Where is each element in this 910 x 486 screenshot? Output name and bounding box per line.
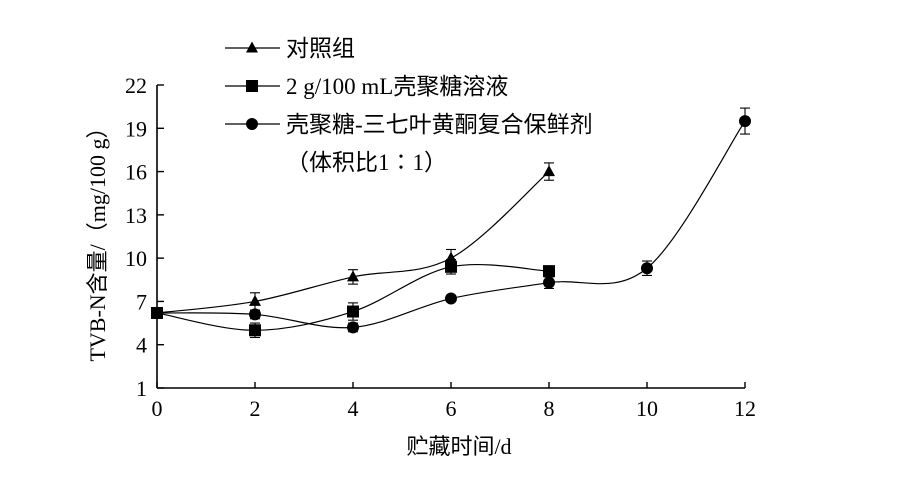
- data-point-chitosan: [347, 305, 359, 318]
- x-tick-label: 4: [348, 396, 359, 421]
- legend-label-chitosan: 2 g/100 mL壳聚糖溶液: [286, 74, 508, 99]
- x-axis-title: 贮藏时间/d: [406, 434, 511, 459]
- data-point-composite: [739, 115, 751, 128]
- data-point-control: [445, 251, 457, 263]
- data-point-chitosan: [543, 265, 555, 278]
- data-point-composite: [445, 292, 457, 305]
- legend-marker-composite: [246, 118, 258, 130]
- y-tick-label: 4: [136, 333, 147, 358]
- data-point-control: [249, 294, 261, 306]
- data-point-composite: [249, 308, 261, 321]
- markers: [151, 115, 751, 337]
- data-point-composite: [543, 276, 555, 289]
- data-point-control: [543, 165, 555, 177]
- legend-label-control: 对照组: [286, 36, 355, 61]
- x-tick-label: 6: [446, 396, 457, 421]
- y-tick-label: 10: [125, 246, 147, 271]
- legend-marker-control: [246, 41, 258, 53]
- x-tick-label: 2: [250, 396, 261, 421]
- y-tick-label: 16: [125, 160, 147, 185]
- legend-marker-chitosan: [246, 80, 258, 92]
- legend-label-composite-line2: （体积比1∶1）: [286, 150, 447, 175]
- x-tick-label: 10: [636, 396, 658, 421]
- y-tick-label: 7: [136, 289, 147, 314]
- x-tick-label: 12: [734, 396, 756, 421]
- y-tick-label: 13: [125, 203, 147, 228]
- x-tick-label: 8: [544, 396, 555, 421]
- data-point-composite: [347, 321, 359, 334]
- y-tick-label: 22: [125, 73, 147, 98]
- data-point-composite: [641, 262, 653, 275]
- data-point-chitosan: [249, 324, 261, 337]
- data-point-chitosan: [445, 260, 457, 273]
- data-point-composite: [151, 306, 163, 319]
- y-tick-label: 19: [125, 116, 147, 141]
- y-axis-title: TVB-N含量/（mg/100 g）: [85, 116, 110, 361]
- y-tick-label: 1: [136, 376, 147, 401]
- x-tick-label: 0: [152, 396, 163, 421]
- legend-label-composite: 壳聚糖-三七叶黄酮复合保鲜剂: [286, 112, 593, 137]
- data-point-control: [347, 270, 359, 282]
